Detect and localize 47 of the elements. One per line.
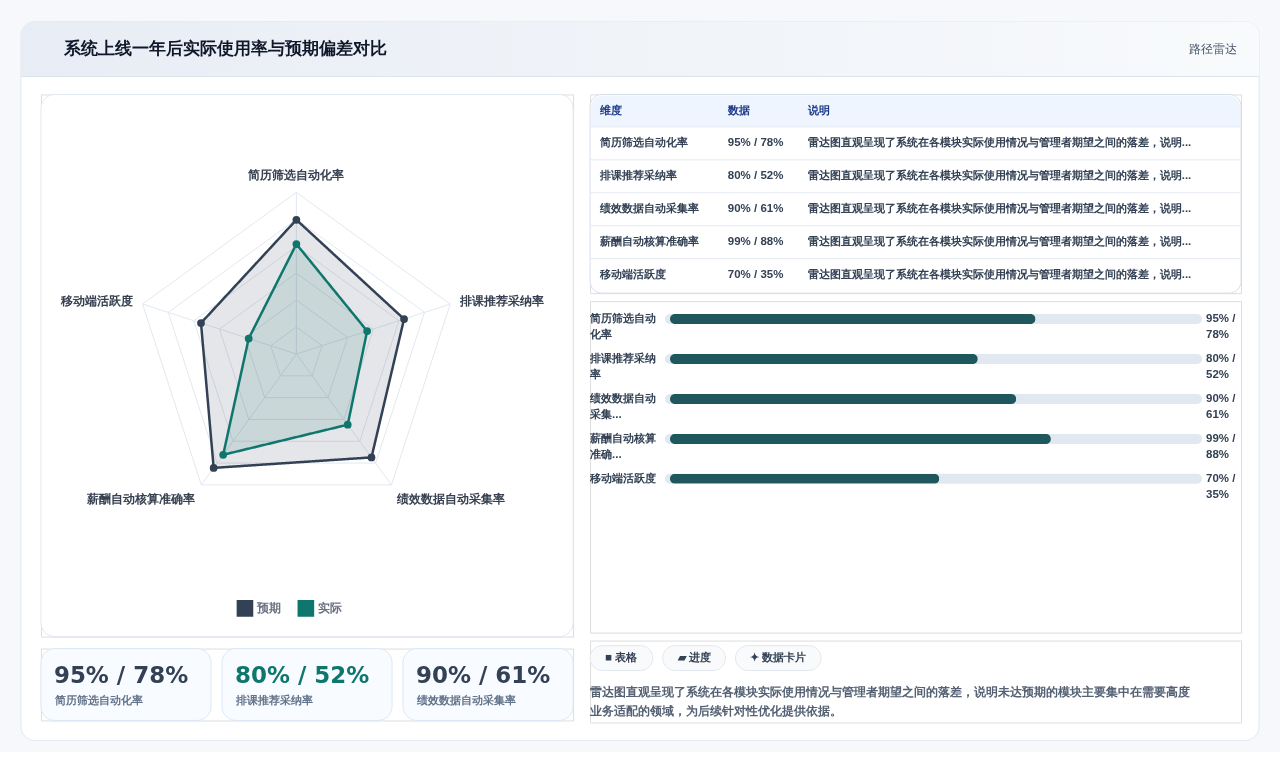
text: 80% / 52% [234, 661, 370, 688]
category-label: ✦ 数据卡片 [750, 651, 807, 664]
text: 95% / 78% [727, 136, 784, 149]
text: 雷达图直观呈现了系统在各模块实际使用情况与管理者期望之间的落差，说明... [807, 169, 1192, 182]
category-label: 绩效数据自动采集率 [416, 694, 517, 707]
text: 80% / 52% [727, 169, 784, 182]
spoke-label: 绩效数据自动采集率 [396, 491, 506, 506]
category-label: ■ 表格 [605, 651, 639, 664]
data-label: 95% / 78% [1206, 312, 1237, 341]
text: 95% / 78% [53, 661, 189, 688]
text: 薪酬自动核算准确率 [600, 235, 700, 248]
legend-label: 实际 [318, 601, 343, 616]
data-label: 70% / 35% [1206, 471, 1237, 500]
category-label: 数据 [726, 104, 750, 117]
text: 绩效数据自动采集率 [600, 202, 700, 215]
text: 99% / 88% [727, 235, 784, 248]
spoke-label: 薪酬自动核算准确率 [86, 491, 196, 506]
text: 移动端活跃度 [600, 268, 667, 281]
text: 排课推荐采纳率 [600, 169, 678, 182]
chart-title: 系统上线一年后实际使用率与预期偏差对比 [62, 39, 387, 58]
data-label: 90% / 61% [1206, 391, 1237, 420]
text: 路径雷达 [1189, 42, 1238, 56]
text: 雷达图直观呈现了系统在各模块实际使用情况与管理者期望之间的落差，说明... [807, 136, 1192, 149]
category-label: 说明 [806, 104, 830, 117]
data-label: 80% / 52% [1206, 352, 1237, 380]
spoke-label: 简历筛选自动化率 [247, 168, 345, 183]
data-label: 99% / 88% [1206, 431, 1237, 460]
text: 雷达图直观呈现了系统在各模块实际使用情况与管理者期望之间的落差，说明未达预期的模块主要集中在需要高度业务适配的领域，为后续针对性优化提供依据。 [589, 684, 1191, 719]
y-tick-label: 简历筛选自动化率 [589, 312, 657, 341]
category-label: 简历筛选自动化率 [53, 694, 143, 707]
text: 90% / 61% [727, 202, 784, 215]
text: 雷达图直观呈现了系统在各模块实际使用情况与管理者期望之间的落差，说明... [807, 235, 1192, 248]
text: 70% / 35% [727, 268, 784, 281]
category-label: 维度 [599, 104, 623, 117]
text: 简历筛选自动化率 [600, 136, 689, 149]
category-label: 排课推荐采纳率 [234, 694, 313, 707]
y-tick-label: 移动端活跃度 [589, 471, 657, 484]
spoke-label: 移动端活跃度 [60, 293, 134, 308]
y-tick-label: 绩效数据自动采集... [589, 391, 657, 420]
text: 雷达图直观呈现了系统在各模块实际使用情况与管理者期望之间的落差，说明... [807, 268, 1192, 281]
text: 90% / 61% [416, 661, 551, 688]
category-label: ▰ 进度 [676, 651, 711, 664]
y-tick-label: 薪酬自动核算准确... [589, 431, 657, 460]
legend-label: 预期 [256, 601, 282, 616]
y-tick-label: 排课推荐采纳率 [589, 352, 657, 380]
spoke-label: 排课推荐采纳率 [458, 293, 544, 308]
text: 雷达图直观呈现了系统在各模块实际使用情况与管理者期望之间的落差，说明... [807, 202, 1192, 215]
